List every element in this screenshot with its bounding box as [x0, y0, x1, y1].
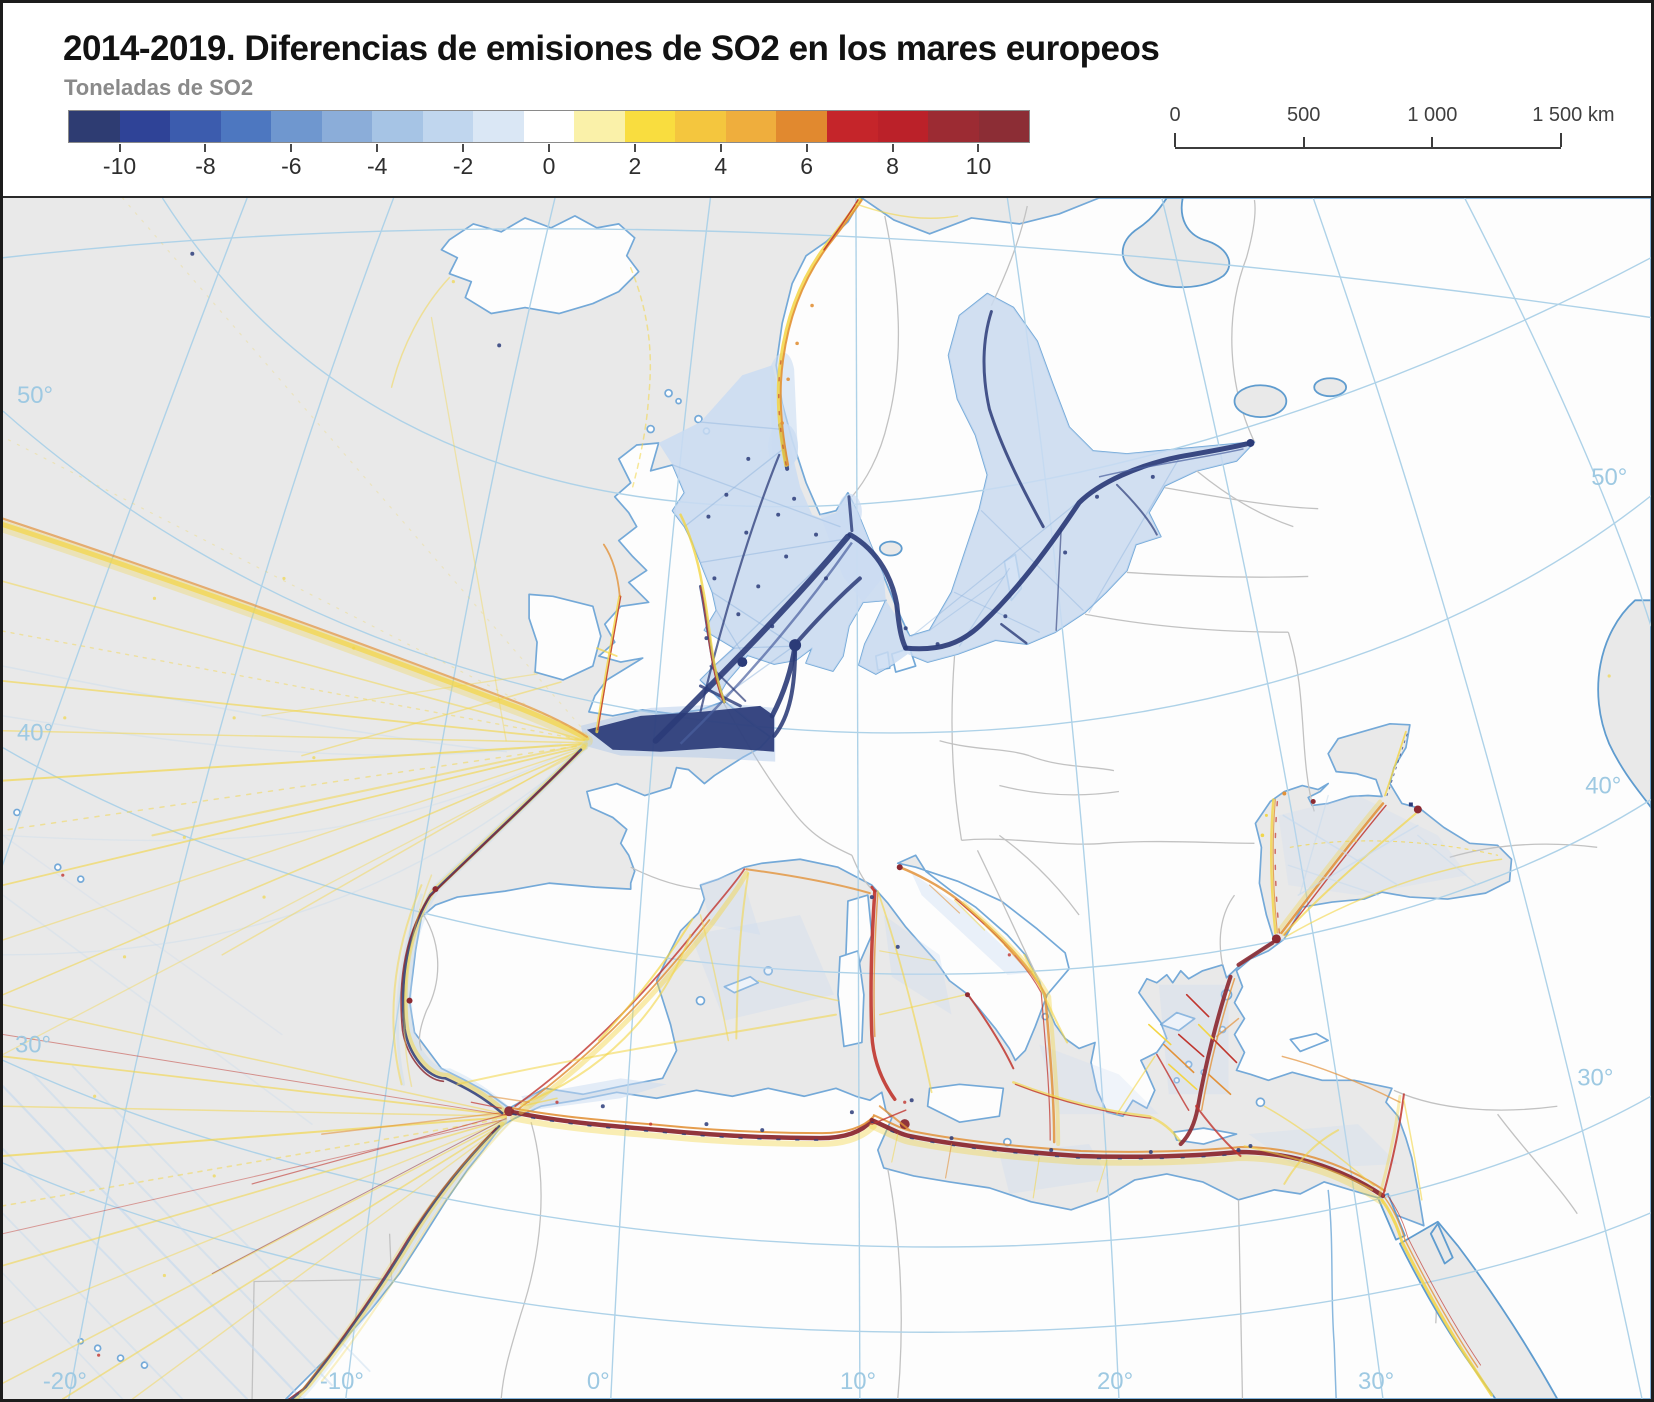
page-subtitle: Toneladas de SO2: [64, 75, 254, 100]
black-sea-routes: [1260, 730, 1503, 938]
colorbar-tick-3: [376, 144, 379, 152]
colorbar-tick-label-5: 0: [542, 153, 556, 179]
graticule-label-bottom-0: 0°: [587, 1368, 610, 1395]
colorbar-segment-9: [523, 111, 575, 142]
scalebar-label-2: 1 000: [1407, 104, 1458, 126]
scalebar-line: [1175, 147, 1561, 149]
colorbar-segment-12: [675, 111, 726, 142]
color-scale-legend: [68, 110, 1030, 143]
ireland: [528, 593, 602, 681]
colorbar-segment-2: [170, 111, 221, 142]
colorbar-tick-label-9: 8: [886, 153, 899, 179]
marginal-seas-layer: [878, 198, 1651, 1399]
graticule-label-right-50: 50°: [1591, 464, 1627, 491]
colorbar-tick-6: [633, 144, 636, 152]
colorbar-segment-1: [119, 111, 171, 142]
colorbar-segment-7: [422, 111, 474, 142]
header: 2014-2019. Diferencias de emisiones de S…: [3, 3, 1651, 196]
colorbar-segment-11: [624, 111, 676, 142]
colorbar-tick-label-8: 6: [800, 153, 814, 179]
colorbar-tick-label-1: -8: [195, 153, 216, 179]
red-sea: [1399, 1220, 1559, 1399]
colorbar-segment-10: [574, 111, 625, 142]
scalebar-tick-1: [1302, 137, 1305, 147]
scalebar-tick-2: [1431, 137, 1434, 147]
colorbar-tick-label-3: -4: [366, 153, 388, 179]
colorbar-tick-label-6: 2: [628, 153, 642, 179]
colorbar-tick-label-4: -2: [452, 153, 474, 179]
caspian-sea: [1597, 599, 1651, 809]
colorbar-tick-label-7: 4: [714, 153, 728, 179]
distance-scalebar: 0 500 1 000 1 500 km: [1169, 104, 1614, 149]
graticule-label-bottom-30: 30°: [1358, 1368, 1394, 1395]
scalebar-label-0: 0: [1169, 104, 1181, 126]
atlantic-yellow-fan: [3, 198, 652, 1399]
colorbar-segment-4: [271, 111, 322, 142]
iceland: [440, 215, 640, 315]
scalebar-label-1: 500: [1286, 104, 1321, 126]
graticule-label-bottom-m10: -10°: [320, 1368, 364, 1395]
colorbar-tick-4: [462, 144, 465, 152]
colorbar-tick-9: [891, 144, 894, 152]
graticule-label-left-40: 40°: [17, 720, 53, 747]
colorbar-tick-2: [290, 144, 293, 152]
graticule-label-left-50: 50°: [17, 382, 53, 409]
colorbar-tick-5: [548, 144, 550, 152]
colorbar-segment-16: [877, 111, 929, 142]
map-area: 50° 40° 30° 50° 40° 30° -20° -10° 0° 10°…: [3, 196, 1651, 1399]
lake-onega: [1313, 377, 1348, 398]
graticule-label-bottom-20: 20°: [1097, 1368, 1133, 1395]
biscay-portugal-bundle: [288, 739, 591, 1399]
country-borders-layer: [251, 199, 1598, 1399]
colorbar-tick-0: [118, 144, 121, 152]
white-sea: [1121, 198, 1231, 289]
lake-ladoga: [1233, 384, 1288, 418]
graticule-label-right-30: 30°: [1577, 1064, 1613, 1091]
mediterranean-routes: [456, 864, 1494, 1397]
colorbar-segment-5: [321, 111, 373, 142]
colorbar-segment-8: [473, 111, 524, 142]
norway-irish-warm-routes: [595, 198, 959, 734]
colorbar-segment-15: [826, 111, 878, 142]
colorbar-tick-7: [719, 144, 722, 152]
colorbar-segment-13: [725, 111, 777, 142]
colorbar-tick-label-10: 10: [965, 153, 992, 179]
graticule-labels: 50° 40° 30° 50° 40° 30° -20° -10° 0° 10°…: [15, 382, 1627, 1395]
colorbar-tick-label-0: -10: [102, 153, 137, 179]
scalebar-tick-0: [1174, 133, 1176, 147]
colorbar-segment-6: [372, 111, 423, 142]
scalebar-label-3: 1 500 km: [1532, 104, 1615, 126]
north-sea-crisscross: [671, 421, 1180, 697]
colorbar-tick-1: [204, 144, 207, 152]
gulf-of-aqaba: [1429, 1222, 1454, 1265]
colorbar-segment-18: [978, 111, 1030, 142]
colorbar-segment-0: [69, 111, 120, 142]
colorbar-segment-14: [776, 111, 827, 142]
colorbar-tick-8: [805, 144, 808, 152]
graticule-label-bottom-10: 10°: [840, 1368, 876, 1395]
speckle-dots: [61, 251, 1611, 1357]
scalebar-tick-3: [1560, 133, 1562, 147]
colorbar-tick-label-2: -6: [281, 153, 302, 179]
page-title: 2014-2019. Diferencias de emisiones de S…: [63, 29, 1160, 68]
graticule-label-left-30: 30°: [15, 1031, 51, 1058]
graticule-label-bottom-m20: -20°: [43, 1368, 87, 1395]
graticule-label-right-40: 40°: [1585, 773, 1621, 800]
colorbar-tick-10: [977, 144, 980, 152]
graticule-layer: [3, 198, 1651, 1399]
lake-vanern: [878, 540, 903, 557]
map-canvas: 50° 40° 30° 50° 40° 30° -20° -10° 0° 10°…: [3, 198, 1651, 1399]
colorbar-segment-17: [928, 111, 979, 142]
colorbar-segment-3: [220, 111, 272, 142]
